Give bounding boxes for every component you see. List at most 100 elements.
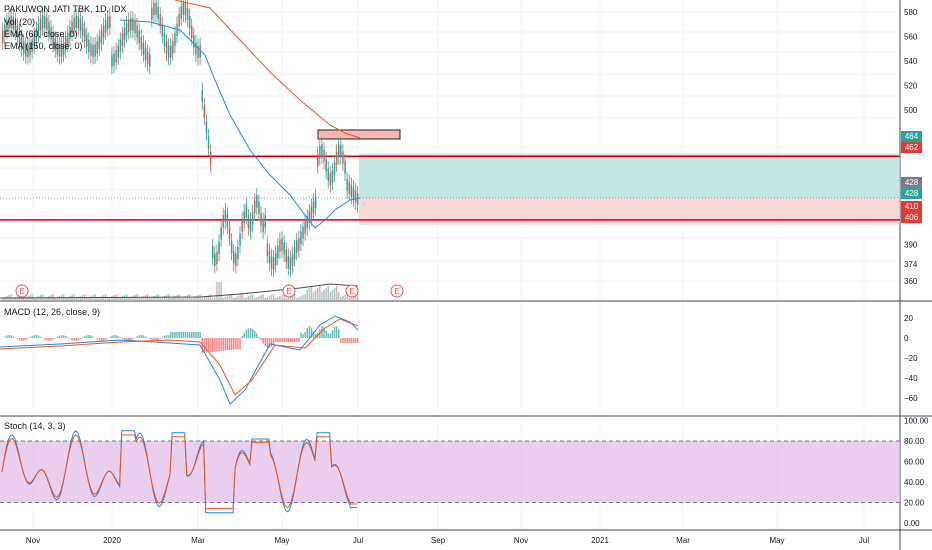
macd-histogram-bar bbox=[335, 326, 338, 338]
candle-body bbox=[138, 30, 140, 43]
candle-body bbox=[346, 178, 348, 192]
macd-histogram-bar bbox=[304, 331, 306, 338]
macd-histogram-bar bbox=[48, 338, 50, 341]
volume-bar bbox=[12, 298, 14, 300]
candle-body bbox=[98, 36, 101, 49]
macd-histogram-bar bbox=[262, 338, 264, 344]
candle-body bbox=[25, 44, 27, 57]
time-tick-label: Jul bbox=[353, 536, 363, 545]
candle-body bbox=[224, 210, 227, 223]
macd-histogram-bar bbox=[163, 335, 166, 338]
candle-body bbox=[306, 216, 308, 229]
macd-histogram-bar bbox=[44, 338, 46, 340]
volume-bar bbox=[56, 297, 59, 300]
candle-body bbox=[90, 43, 92, 56]
volume-bar bbox=[317, 288, 319, 300]
macd-histogram-bar bbox=[281, 338, 283, 342]
macd-histogram-bar bbox=[157, 338, 159, 340]
position-target-zone bbox=[359, 153, 900, 198]
candle-body bbox=[109, 15, 111, 28]
macd-histogram-bar bbox=[258, 336, 260, 338]
volume-bar bbox=[314, 290, 317, 300]
volume-bar bbox=[195, 296, 197, 300]
macd-histogram-bar bbox=[167, 335, 170, 338]
candle-body bbox=[222, 215, 224, 228]
macd-histogram-bar bbox=[161, 337, 164, 338]
macd-histogram-bar bbox=[62, 335, 65, 338]
candle-body bbox=[20, 36, 23, 50]
macd-histogram-bar bbox=[149, 338, 151, 340]
volume-bar bbox=[224, 297, 227, 300]
volume-bar bbox=[230, 294, 233, 300]
candle-body bbox=[340, 144, 342, 158]
macd-histogram-bar bbox=[60, 335, 63, 338]
candle-body bbox=[184, 3, 187, 16]
macd-histogram-bar bbox=[312, 331, 315, 338]
candle-body bbox=[314, 195, 317, 208]
macd-histogram-bar bbox=[285, 338, 287, 342]
volume-bar bbox=[287, 297, 290, 300]
candle-body bbox=[218, 241, 220, 254]
macd-histogram-bar bbox=[209, 338, 212, 353]
macd-histogram-bar bbox=[270, 338, 273, 348]
volume-bar bbox=[31, 294, 33, 300]
volume-bar bbox=[77, 297, 80, 300]
price-tick-label: 580 bbox=[904, 8, 918, 17]
candle-body bbox=[161, 23, 164, 37]
macd-histogram-bar bbox=[6, 335, 8, 338]
candle-body bbox=[266, 243, 269, 256]
candle-body bbox=[247, 216, 250, 229]
volume-bar bbox=[289, 296, 292, 300]
volume-bar bbox=[10, 294, 12, 300]
candle-body bbox=[233, 251, 235, 264]
candle-body bbox=[142, 42, 145, 55]
macd-histogram-bar bbox=[184, 332, 187, 338]
candle-body bbox=[165, 41, 168, 54]
earnings-marker-label: E bbox=[19, 287, 24, 296]
candle-body bbox=[352, 187, 355, 200]
candle-body bbox=[182, 2, 185, 15]
candle-body bbox=[128, 19, 130, 32]
volume-bar bbox=[107, 298, 109, 300]
candle-body bbox=[134, 21, 136, 34]
price-tick-label: 540 bbox=[904, 57, 918, 66]
candle-body bbox=[258, 201, 260, 214]
candle-body bbox=[251, 212, 254, 225]
macd-histogram-bar bbox=[52, 338, 54, 340]
candle-body bbox=[226, 214, 229, 227]
macd-histogram-bar bbox=[338, 329, 340, 338]
macd-histogram-bar bbox=[197, 332, 199, 338]
volume-bar bbox=[352, 296, 355, 300]
candle-body bbox=[88, 39, 90, 52]
candle-body bbox=[310, 205, 313, 219]
candle-body bbox=[155, 2, 157, 15]
candle-body bbox=[281, 238, 283, 251]
volume-bar bbox=[323, 290, 325, 300]
indicator-ema150-label: EMA (150, close, 0) bbox=[4, 41, 83, 51]
volume-bar bbox=[44, 298, 46, 300]
macd-histogram-bar bbox=[140, 335, 143, 338]
macd-histogram-bar bbox=[115, 335, 117, 338]
macd-histogram-bar bbox=[123, 338, 126, 340]
macd-histogram-bar bbox=[174, 332, 176, 338]
macd-histogram-bar bbox=[245, 329, 248, 338]
macd-histogram-bar bbox=[23, 338, 25, 341]
time-tick-label: Mar bbox=[676, 536, 690, 545]
candle-body bbox=[115, 50, 117, 63]
volume-bar bbox=[88, 297, 90, 300]
volume-bar bbox=[342, 296, 344, 300]
macd-histogram-bar bbox=[153, 338, 155, 341]
volume-bar bbox=[138, 298, 140, 300]
candle-body bbox=[146, 51, 149, 65]
indicator-ema60-label: EMA (60, close, 0) bbox=[4, 29, 78, 39]
macd-histogram-bar bbox=[195, 332, 197, 338]
macd-histogram-bar bbox=[159, 338, 161, 339]
candle-body bbox=[92, 44, 94, 58]
macd-histogram-bar bbox=[352, 338, 355, 343]
macd-histogram-bar bbox=[306, 328, 308, 338]
candle-body bbox=[239, 233, 241, 246]
candle-body bbox=[268, 250, 271, 264]
macd-histogram-bar bbox=[350, 338, 353, 343]
volume-bar bbox=[258, 296, 260, 300]
